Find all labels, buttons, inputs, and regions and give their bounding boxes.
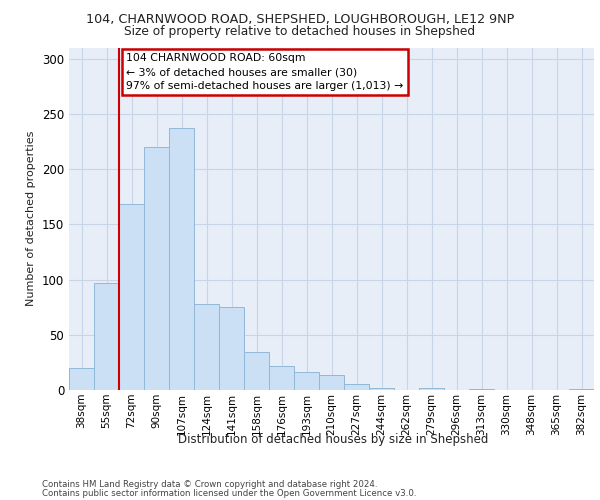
Bar: [419, 388, 444, 390]
Bar: [144, 147, 169, 390]
Text: 104, CHARNWOOD ROAD, SHEPSHED, LOUGHBOROUGH, LE12 9NP: 104, CHARNWOOD ROAD, SHEPSHED, LOUGHBORO…: [86, 12, 514, 26]
Text: Distribution of detached houses by size in Shepshed: Distribution of detached houses by size …: [178, 432, 488, 446]
Bar: [194, 304, 219, 390]
Bar: [94, 283, 119, 390]
Bar: [344, 384, 369, 390]
Text: Contains HM Land Registry data © Crown copyright and database right 2024.: Contains HM Land Registry data © Crown c…: [42, 480, 377, 489]
Bar: [269, 366, 294, 390]
Bar: [169, 128, 194, 390]
Text: 104 CHARNWOOD ROAD: 60sqm
← 3% of detached houses are smaller (30)
97% of semi-d: 104 CHARNWOOD ROAD: 60sqm ← 3% of detach…: [127, 53, 404, 91]
Bar: [119, 204, 144, 390]
Bar: [469, 389, 494, 390]
Y-axis label: Number of detached properties: Number of detached properties: [26, 131, 37, 306]
Text: Contains public sector information licensed under the Open Government Licence v3: Contains public sector information licen…: [42, 488, 416, 498]
Bar: [294, 372, 319, 390]
Bar: [319, 374, 344, 390]
Bar: [69, 368, 94, 390]
Bar: [569, 389, 594, 390]
Bar: [244, 352, 269, 390]
Bar: [369, 388, 394, 390]
Text: Size of property relative to detached houses in Shepshed: Size of property relative to detached ho…: [124, 25, 476, 38]
Bar: [219, 307, 244, 390]
